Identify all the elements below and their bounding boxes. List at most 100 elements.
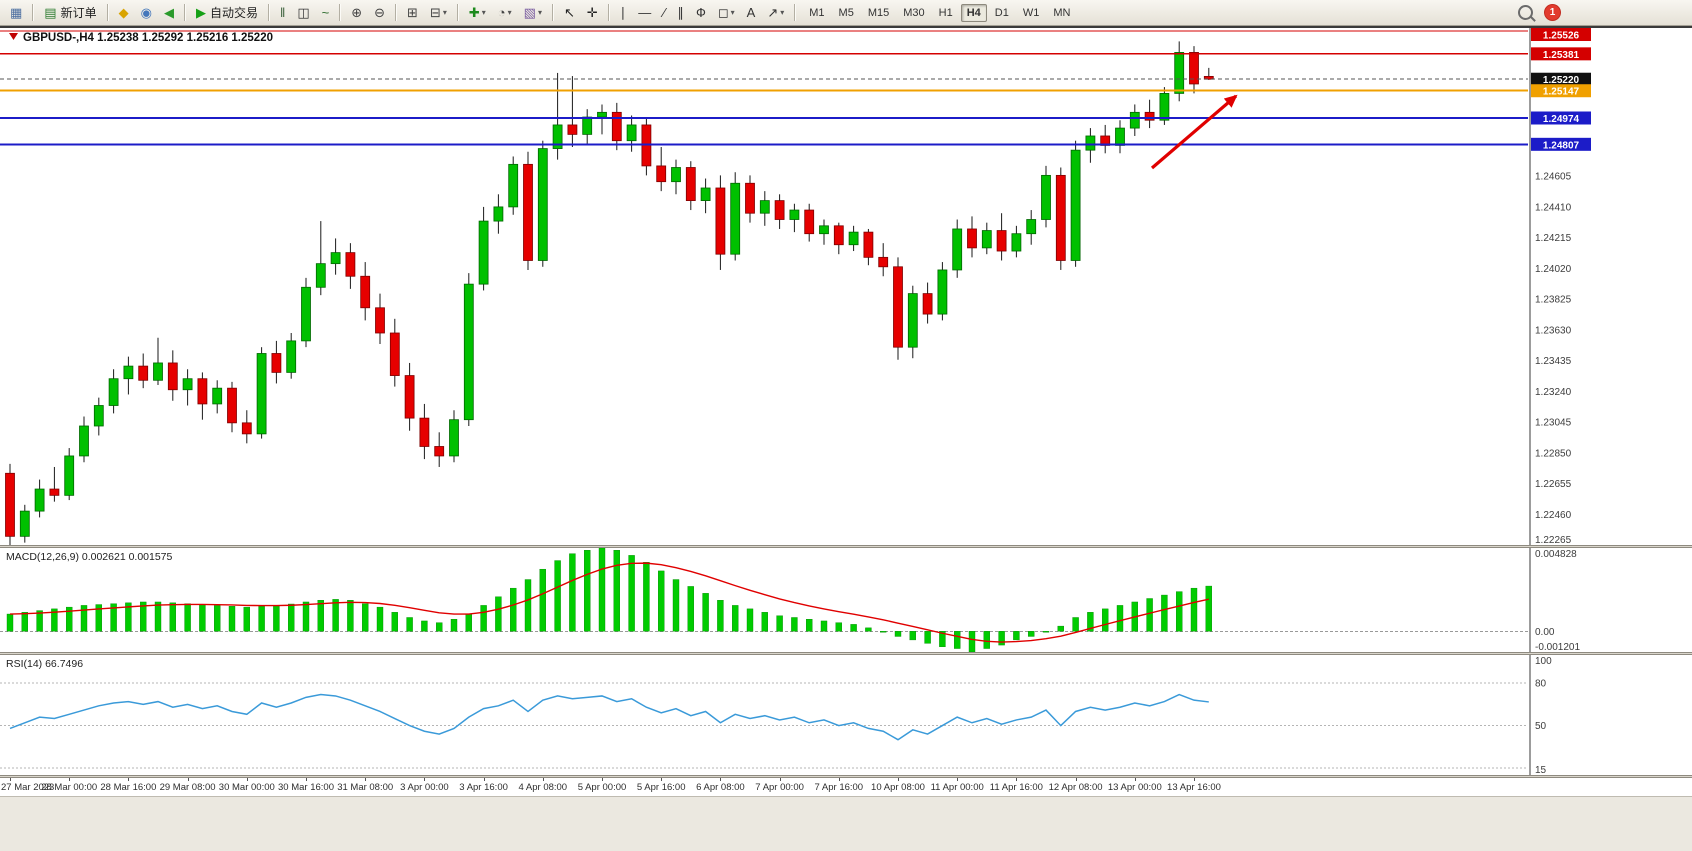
- timeframe-button-M30[interactable]: M30: [903, 6, 925, 19]
- time-axis-label: 7 Apr 16:00: [814, 782, 864, 793]
- price-tag-label: 1.25147: [1543, 87, 1580, 98]
- time-axis-label: 30 Mar 16:00: [278, 782, 334, 793]
- time-axis-label: 5 Apr 00:00: [577, 782, 627, 793]
- alerts-icon[interactable]: ◀: [159, 2, 179, 24]
- timeframe-button-D1[interactable]: D1: [994, 6, 1009, 19]
- timeframe-button-W1[interactable]: W1: [1022, 6, 1040, 19]
- horizontal-line-icon[interactable]: ―: [633, 2, 656, 24]
- arrows-icon[interactable]: ↗ ▾: [762, 2, 789, 24]
- chart-marker-icon: [9, 33, 18, 40]
- timeframe-button-M1[interactable]: M1: [809, 6, 825, 19]
- time-axis[interactable]: 27 Mar 2023 28 Mar 00:00 28 Mar 16:00 29 Ma…: [0, 778, 1692, 796]
- timeframe-button-H1[interactable]: H1: [938, 6, 953, 19]
- candle: [626, 124, 637, 142]
- candle: [922, 293, 933, 315]
- time-tick: [483, 778, 485, 781]
- time-axis-label: 10 Apr 08:00: [871, 782, 925, 793]
- time-tick: [246, 778, 248, 781]
- toolbar-right-cluster: 1: [1518, 5, 1560, 20]
- indicators-icon[interactable]: ✚ ▾: [464, 2, 491, 24]
- candle: [952, 228, 963, 271]
- macd-axis-label: 0.00: [1535, 627, 1555, 638]
- cascade-windows-icon[interactable]: ⊟ ▾: [425, 2, 452, 24]
- new-chart-icon[interactable]: ▦: [5, 2, 27, 24]
- candle: [93, 405, 104, 427]
- time-tick: [602, 778, 603, 781]
- candle: [685, 167, 696, 201]
- price-axis-label: 1.24020: [1535, 264, 1572, 275]
- macd-axis-label: 0.004828: [1535, 549, 1577, 560]
- timeframe-button-M5[interactable]: M5: [838, 6, 854, 19]
- panel-separator[interactable]: [0, 775, 1692, 778]
- price-axis-label: 1.24410: [1535, 202, 1572, 213]
- toolbar-separator: [607, 4, 610, 21]
- bar-chart-icon[interactable]: ‖: [275, 2, 290, 24]
- price-axis[interactable]: 1.24605 1.24410 1.24215 1.24020 1.23825 1.236…: [1535, 172, 1572, 545]
- profiles-icon: ◉: [140, 5, 152, 20]
- search-icon[interactable]: [1518, 5, 1533, 20]
- zoom-out-icon[interactable]: ⊖: [369, 2, 390, 24]
- dropdown-caret-icon: ▾: [730, 8, 735, 17]
- candle: [567, 124, 578, 135]
- trendline-icon[interactable]: ∕: [658, 2, 670, 24]
- time-tick: [128, 778, 130, 781]
- timeframe-button-MN[interactable]: MN: [1053, 6, 1071, 19]
- time-tick: [306, 778, 307, 781]
- rsi-axis-label: 50: [1535, 721, 1547, 732]
- periods-icon[interactable]: ◔ ▾: [493, 2, 517, 24]
- line-chart-icon: ~: [321, 5, 330, 20]
- candle: [1085, 135, 1096, 151]
- tile-windows-icon[interactable]: ⊞: [402, 2, 423, 24]
- channel-icon[interactable]: ∥: [672, 2, 689, 24]
- time-tick: [720, 778, 722, 781]
- rsi-panel[interactable]: 100 80 50 15 RSI(14) 66.7496: [0, 655, 1692, 775]
- candle: [878, 256, 889, 268]
- candlestick-chart-icon[interactable]: ◫: [292, 2, 314, 24]
- candle: [493, 206, 504, 222]
- candle: [1100, 135, 1111, 146]
- candle: [212, 387, 223, 405]
- fibonacci-icon[interactable]: Ф: [691, 2, 711, 24]
- timeframe-button-M15[interactable]: M15: [867, 6, 890, 19]
- notifications-badge[interactable]: 1: [1545, 5, 1560, 20]
- candle: [123, 365, 134, 380]
- candle: [774, 200, 785, 220]
- crosshair-icon[interactable]: ✛: [582, 2, 603, 24]
- macd-axis[interactable]: 0.004828 0.00 -0.001201: [1535, 549, 1580, 652]
- rsi-label: RSI(14) 66.7496: [6, 658, 83, 670]
- line-chart-icon[interactable]: ~: [317, 2, 335, 24]
- panel-separator[interactable]: [0, 652, 1692, 655]
- text-icon[interactable]: A: [742, 2, 761, 24]
- timeframe-button-H4[interactable]: H4: [960, 3, 987, 22]
- trend-arrow-annotation[interactable]: [1150, 94, 1238, 170]
- auto-trading-icon: ▶: [195, 5, 206, 20]
- auto-trading-button-label: 自动交易: [209, 6, 258, 20]
- vertical-line-icon[interactable]: ∣: [615, 2, 632, 24]
- price-tag: [1531, 111, 1591, 125]
- candle: [656, 165, 667, 183]
- chart-title: GBPUSD-,H4 1.25238 1.25292 1.25216 1.252…: [23, 32, 273, 44]
- cursor-icon[interactable]: ↖: [559, 2, 580, 24]
- metaeditor-icon[interactable]: ◆: [114, 2, 134, 24]
- candle: [1070, 149, 1081, 261]
- alerts-icon: ◀: [163, 5, 174, 20]
- rsi-axis[interactable]: 100 80 50 15: [1535, 656, 1552, 775]
- auto-trading-button[interactable]: ▶ 自动交易: [191, 2, 263, 24]
- shapes-icon[interactable]: ◻ ▾: [713, 2, 740, 24]
- rsi-axis-label: 100: [1535, 656, 1552, 667]
- panel-separator[interactable]: [0, 545, 1692, 548]
- new-order-button[interactable]: ▤ 新订单: [39, 2, 101, 24]
- candle: [597, 111, 607, 118]
- candle: [301, 286, 311, 342]
- price-tag: [1531, 28, 1591, 41]
- profiles-icon[interactable]: ◉: [136, 2, 157, 24]
- candle: [271, 353, 282, 373]
- candle: [715, 187, 726, 255]
- price-axis-label: 1.24605: [1535, 172, 1572, 183]
- candle: [34, 488, 45, 512]
- candle: [848, 231, 859, 246]
- templates-icon[interactable]: ▧ ▾: [519, 2, 547, 24]
- macd-panel[interactable]: 0.004828 0.00 -0.001201 MACD(12,26,9) 0.00…: [0, 548, 1692, 652]
- zoom-in-icon[interactable]: ⊕: [346, 2, 367, 24]
